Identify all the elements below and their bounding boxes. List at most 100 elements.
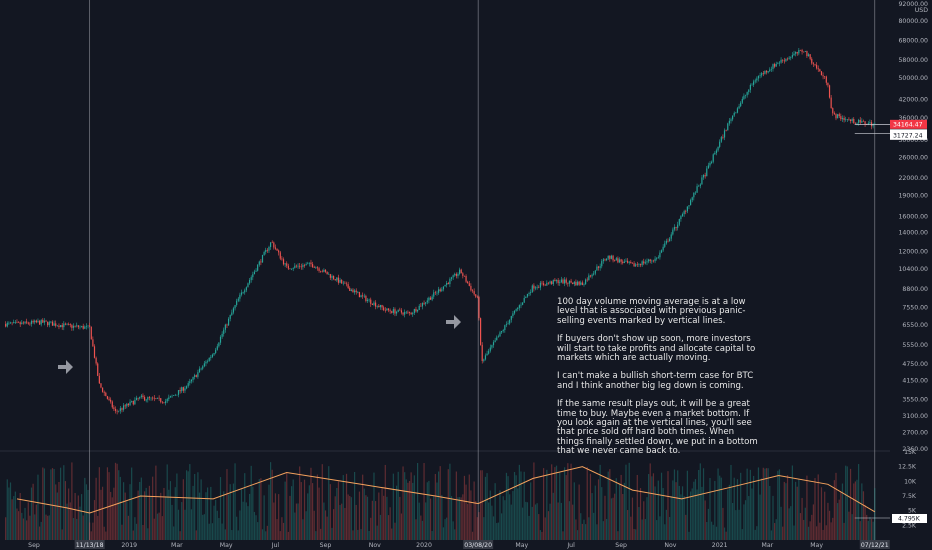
candle-body [691, 197, 693, 201]
candle-body [762, 73, 764, 74]
candle-body [38, 321, 41, 325]
candle-body [268, 246, 270, 251]
candle-body [337, 277, 340, 283]
candle-body [782, 59, 784, 61]
candle-body [806, 51, 808, 57]
volume-bar [198, 492, 201, 540]
volume-bar [539, 530, 541, 540]
volume-bar [69, 502, 71, 540]
volume-bar [391, 528, 393, 540]
candle-body [341, 279, 343, 284]
volume-bar [89, 522, 91, 540]
volume-bar [757, 467, 760, 540]
candle-body [150, 397, 152, 399]
volume-bar [341, 503, 343, 540]
volume-bar [332, 509, 335, 540]
volume-bar [660, 472, 663, 540]
candle-body [173, 395, 175, 396]
volume-bar [116, 463, 118, 540]
volume-bar [236, 516, 238, 540]
volume-bar [395, 485, 398, 540]
candle-body [492, 342, 495, 346]
volume-bar [450, 496, 453, 540]
candle-body [370, 299, 372, 304]
volume-bar [520, 471, 522, 540]
candle-body [749, 84, 751, 90]
volume-bar [168, 489, 170, 540]
candle-body [236, 300, 238, 306]
candle-body [215, 349, 217, 353]
candle-body [383, 307, 385, 311]
candle-body [237, 298, 239, 301]
volume-bar [560, 502, 562, 540]
candle-body [208, 357, 210, 362]
candle-body [116, 410, 118, 412]
candle-body [528, 293, 530, 294]
candle-body [589, 275, 592, 277]
volume-bar [654, 486, 656, 540]
volume-bar [353, 471, 356, 540]
volume-bar [722, 507, 724, 540]
candle-body [428, 297, 430, 301]
x-tick-label: May [220, 542, 233, 549]
volume-bar [295, 503, 298, 540]
volume-bar [471, 531, 474, 540]
candle-body [425, 302, 427, 304]
volume-bar [421, 520, 424, 540]
candle-body [21, 322, 23, 325]
candle-body [166, 398, 168, 402]
volume-bar [694, 479, 697, 540]
candle-body [281, 258, 283, 260]
volume-bar [669, 517, 671, 540]
candle-body [557, 280, 559, 284]
candle-body [202, 366, 204, 369]
volume-bar [139, 481, 141, 540]
candle-body [610, 255, 613, 259]
volume-bar [436, 482, 438, 540]
volume-bar [677, 470, 679, 540]
candle-body [636, 264, 638, 265]
volume-bar [239, 510, 241, 540]
volume-bar [572, 504, 574, 540]
candle-body [240, 292, 243, 295]
candle-body [856, 122, 858, 124]
candle-body [722, 137, 724, 138]
candle-body [152, 397, 154, 399]
candle-body [851, 118, 853, 122]
volume-bar [690, 491, 692, 540]
candle-body [371, 303, 373, 305]
volume-bar [132, 530, 134, 540]
volume-bar [97, 515, 99, 540]
volume-bar [21, 512, 23, 540]
candle-body [168, 397, 170, 399]
candle-body [828, 85, 831, 98]
volume-bar [205, 492, 207, 540]
candle-body [137, 397, 139, 399]
candle-body [476, 296, 478, 298]
volume-bar [379, 514, 382, 540]
volume-bar [245, 502, 247, 540]
volume-bar [347, 494, 349, 540]
volume-bar [809, 521, 811, 540]
y-tick-label: 7550.00 [902, 305, 928, 312]
volume-bar [494, 483, 496, 540]
candle-body [609, 255, 611, 259]
volume-bar [234, 463, 236, 540]
volume-tick-label: 15K [904, 449, 917, 456]
volume-bar [463, 475, 466, 540]
volume-bar [441, 495, 443, 540]
candle-body [673, 227, 676, 230]
candle-body [534, 287, 537, 289]
candle-body [660, 250, 663, 253]
candle-body [213, 352, 215, 355]
candle-body [299, 265, 301, 267]
candle-body [488, 350, 490, 354]
candle-body [770, 68, 772, 70]
volume-bar [505, 472, 508, 540]
volume-bar [609, 469, 611, 540]
volume-bar [492, 516, 495, 540]
volume-bar [617, 531, 619, 540]
volume-bar [194, 473, 196, 540]
volume-bar [160, 492, 162, 540]
